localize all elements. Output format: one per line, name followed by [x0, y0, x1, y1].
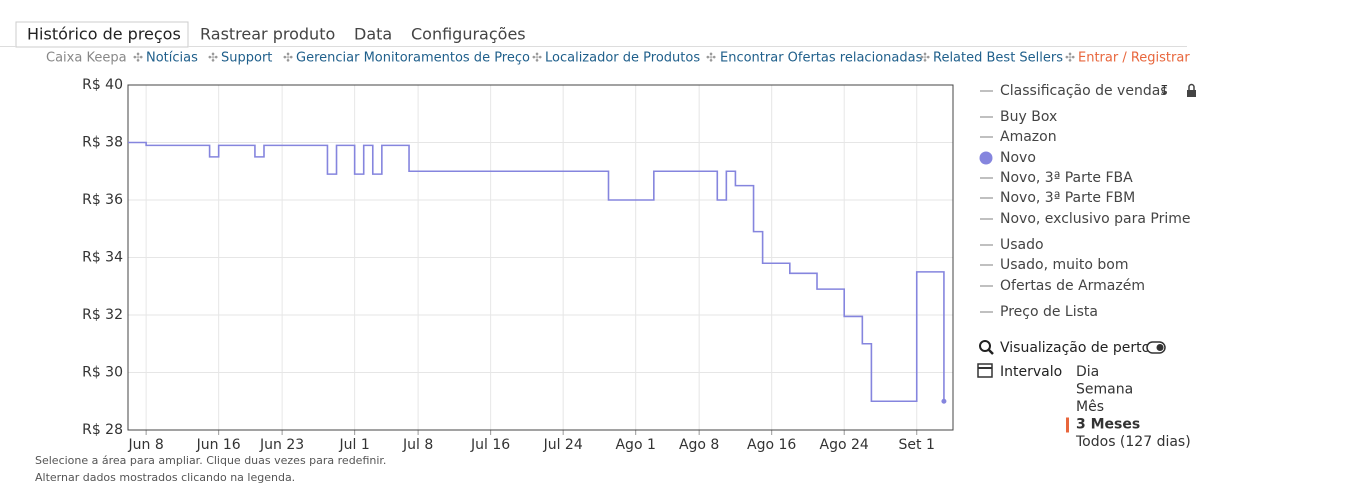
- legend-entry[interactable]: Novo, 3ª Parte FBA: [1000, 170, 1133, 186]
- nav-muted[interactable]: Caixa Keepa: [46, 51, 127, 66]
- y-tick-label: R$ 40: [82, 77, 123, 93]
- legend-entry[interactable]: Amazon: [1000, 129, 1057, 145]
- toggle-knob: [1156, 344, 1164, 351]
- x-tick-label: Jul 1: [339, 437, 370, 453]
- price-line: [128, 141, 945, 403]
- x-tick-label: Set 1: [899, 437, 935, 453]
- x-tick-label: Jun 23: [259, 437, 304, 453]
- nav-separator: ✣: [532, 51, 542, 65]
- x-tick-label: Jun 16: [196, 437, 241, 453]
- legend-entry[interactable]: Usado, muito bom: [1000, 257, 1128, 273]
- active-tab-box: [15, 21, 189, 48]
- calendar-icon: [977, 363, 993, 378]
- x-tick-label: Ago 1: [615, 437, 655, 453]
- nav-link[interactable]: Notícias: [146, 51, 198, 66]
- tab[interactable]: Configurações: [411, 25, 526, 44]
- plot-border: [127, 84, 954, 431]
- legend-entry[interactable]: Preço de Lista: [1000, 304, 1098, 320]
- legend-entry[interactable]: Classificação de vendas: [1000, 83, 1168, 99]
- interval-option[interactable]: Dia: [1076, 364, 1099, 380]
- sort-icon: ↧: [1159, 84, 1170, 99]
- interval-option[interactable]: Todos (127 dias): [1075, 434, 1191, 450]
- legend-marker: [979, 151, 993, 165]
- tab[interactable]: Rastrear produto: [200, 25, 335, 44]
- x-tick-label: Jul 8: [402, 437, 433, 453]
- interval-label: Intervalo: [1000, 364, 1062, 380]
- x-tick-label: Jul 24: [543, 437, 583, 453]
- y-tick-label: R$ 36: [82, 192, 123, 208]
- legend-entry[interactable]: Buy Box: [1000, 109, 1057, 125]
- current-price-dot: [941, 398, 947, 404]
- zoom-toggle-label[interactable]: Visualização de perto: [1000, 340, 1150, 356]
- nav-link[interactable]: Localizador de Produtos: [545, 51, 700, 66]
- search-icon-handle: [988, 349, 994, 355]
- nav-link[interactable]: Encontrar Ofertas relacionadas: [720, 51, 923, 66]
- x-tick-label: Ago 16: [747, 437, 796, 453]
- interval-option[interactable]: 3 Meses: [1076, 417, 1140, 433]
- interval-option[interactable]: Mês: [1076, 399, 1104, 415]
- nav-link[interactable]: Support: [221, 51, 272, 66]
- lock-body: [1187, 90, 1196, 97]
- nav-link[interactable]: Related Best Sellers: [933, 51, 1063, 66]
- x-tick-label: Jul 16: [470, 437, 510, 453]
- interval-option[interactable]: Semana: [1076, 382, 1133, 398]
- search-icon: [979, 340, 991, 352]
- y-tick-label: R$ 38: [82, 135, 123, 151]
- y-tick-label: R$ 30: [82, 365, 123, 381]
- nav-separator: ✣: [706, 51, 716, 65]
- nav-separator: ✣: [208, 51, 218, 65]
- y-tick-label: R$ 34: [82, 250, 123, 266]
- legend-entry[interactable]: Novo, 3ª Parte FBM: [1000, 190, 1135, 206]
- tab[interactable]: Histórico de preços: [27, 25, 181, 44]
- help-note: Selecione a área para ampliar. Clique du…: [35, 454, 386, 467]
- lock-shackle: [1188, 83, 1195, 90]
- x-tick-label: Ago 24: [820, 437, 869, 453]
- legend-entry[interactable]: Ofertas de Armazém: [1000, 278, 1145, 294]
- nav-link[interactable]: Gerenciar Monitoramentos de Preço: [296, 51, 530, 66]
- tab[interactable]: Data: [354, 25, 392, 44]
- help-note: Alternar dados mostrados clicando na leg…: [35, 471, 295, 484]
- nav-separator: ✣: [283, 51, 293, 65]
- legend-entry[interactable]: Novo: [1000, 150, 1036, 166]
- nav-separator: ✣: [920, 51, 930, 65]
- nav-separator: ✣: [1065, 51, 1075, 65]
- legend-entry[interactable]: Novo, exclusivo para Prime: [1000, 211, 1190, 227]
- nav-separator: ✣: [133, 51, 143, 65]
- selected-bar: [1066, 417, 1069, 433]
- legend-entry[interactable]: Usado: [1000, 237, 1044, 253]
- nav-login[interactable]: Entrar / Registrar: [1078, 51, 1190, 66]
- y-tick-label: R$ 28: [82, 422, 123, 438]
- y-tick-label: R$ 32: [82, 307, 123, 323]
- x-tick-label: Jun 8: [128, 437, 164, 453]
- x-tick-label: Ago 8: [679, 437, 719, 453]
